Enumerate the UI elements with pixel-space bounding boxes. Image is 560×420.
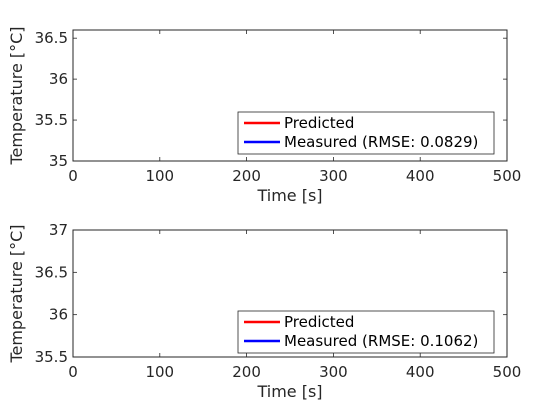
chart-2-legend-label-predicted: Predicted: [284, 313, 354, 331]
chart-2-x-tick-label: 300: [319, 363, 348, 381]
chart-2-y-tick-label: 37: [49, 221, 68, 239]
chart-1-x-tick-label: 200: [232, 167, 261, 185]
chart-2-y-tick-label: 36.5: [35, 263, 68, 281]
chart-1-y-tick-label: 35: [49, 152, 68, 170]
chart-1: 0 100 200 300 400 500 35 35.5 36 36.5 Time [s] Temp…: [7, 26, 521, 205]
chart-2: 0 100 200 300 400 500 35.5 36 36.5 37 Time [s] Temp…: [7, 221, 521, 401]
chart-1-x-tick-label: 300: [319, 167, 348, 185]
chart-2-y-tick-label: 36: [49, 306, 68, 324]
chart-2-x-tick-label: 200: [232, 363, 261, 381]
chart-1-legend-label-predicted: Predicted: [284, 114, 354, 132]
chart-2-x-tick-label: 500: [493, 363, 522, 381]
chart-1-x-axis-label: Time [s]: [256, 186, 322, 205]
chart-1-x-tick-label: 100: [145, 167, 174, 185]
chart-1-legend-box: [237, 111, 495, 155]
chart-1-y-tick-label: 36.5: [35, 29, 68, 47]
chart-2-y-axis-label: Temperature [°C]: [7, 224, 26, 363]
chart-2-x-axis-label: Time [s]: [256, 382, 322, 401]
chart-2-legend-box: [237, 310, 495, 354]
chart-2-legend-label-measured: Measured (RMSE: 0.1062): [284, 332, 478, 350]
chart-1-y-tick-label: 36: [49, 70, 68, 88]
chart-2-y-tick-label: 35.5: [35, 348, 68, 366]
chart-2-x-tick-label: 400: [406, 363, 435, 381]
chart-1-x-tick-label: 400: [406, 167, 435, 185]
chart-1-y-axis-label: Temperature [°C]: [7, 26, 26, 165]
chart-2-x-tick-label: 100: [145, 363, 174, 381]
chart-1-x-tick-label: 500: [493, 167, 522, 185]
chart-2-x-tick-label: 0: [68, 363, 78, 381]
chart-1-y-tick-label: 35.5: [35, 111, 68, 129]
chart-1-x-tick-label: 0: [68, 167, 78, 185]
chart-1-legend-label-measured: Measured (RMSE: 0.0829): [284, 133, 478, 151]
